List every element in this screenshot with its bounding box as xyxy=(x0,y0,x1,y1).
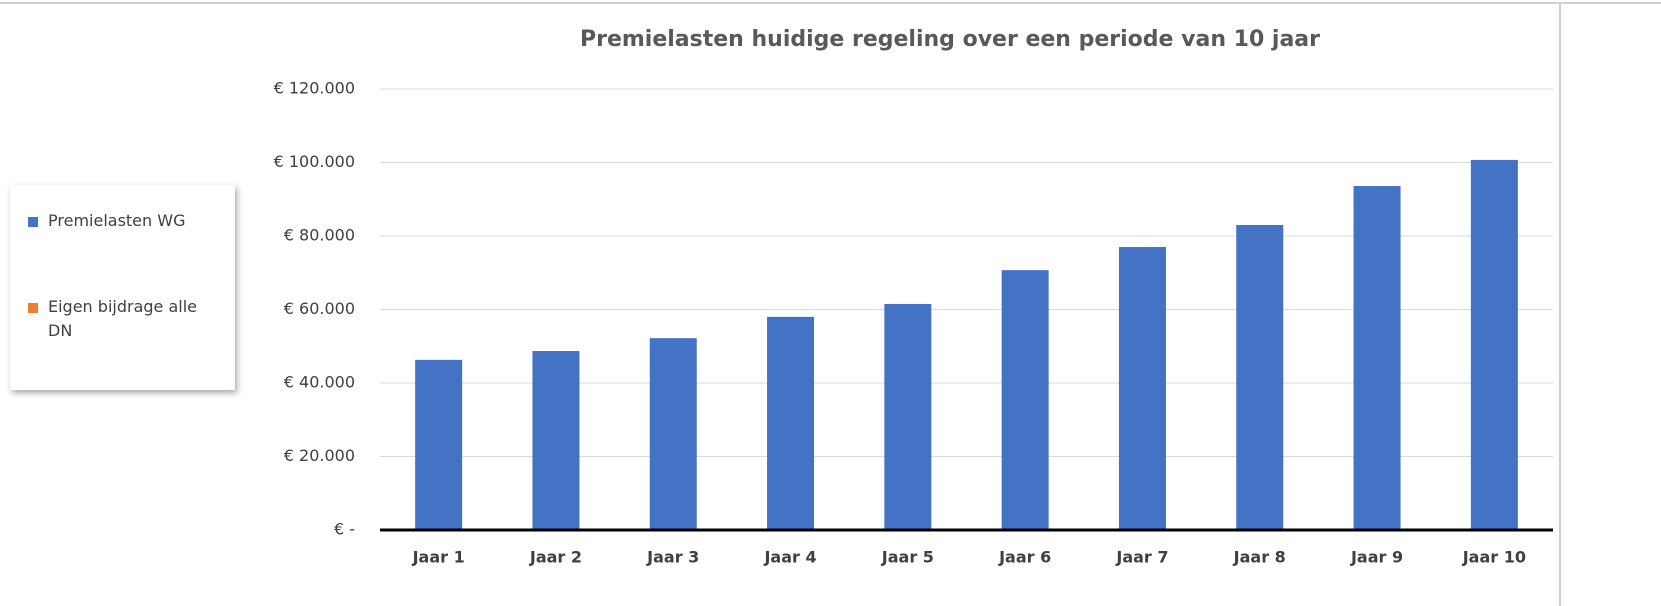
y-tick-label: € 100.000 xyxy=(274,152,355,171)
x-tick-label: Jaar 4 xyxy=(763,548,816,567)
y-tick-label: € 120.000 xyxy=(274,79,355,98)
legend-swatch xyxy=(28,217,38,227)
x-tick-label: Jaar 7 xyxy=(1115,548,1168,567)
x-tick-label: Jaar 6 xyxy=(998,548,1051,567)
bar xyxy=(1236,224,1284,530)
x-tick-label: Jaar 1 xyxy=(412,548,465,567)
x-tick-label: Jaar 2 xyxy=(529,548,582,567)
bar xyxy=(1001,270,1049,530)
legend-item: Eigen bijdrage alle DN xyxy=(28,295,223,343)
legend-swatch xyxy=(28,303,38,313)
x-tick-label: Jaar 9 xyxy=(1350,548,1403,567)
y-tick-label: € 20.000 xyxy=(284,446,355,465)
x-tick-label: Jaar 8 xyxy=(1233,548,1286,567)
y-tick-label: € 60.000 xyxy=(284,299,355,318)
x-tick-label: Jaar 5 xyxy=(881,548,934,567)
bar xyxy=(649,338,697,530)
bar xyxy=(1353,186,1401,530)
bar xyxy=(532,351,580,530)
bar xyxy=(1470,159,1518,531)
x-tick-label: Jaar 10 xyxy=(1462,548,1526,567)
bar xyxy=(884,303,932,530)
legend-label: Premielasten WG xyxy=(48,211,186,230)
chart-title: Premielasten huidige regeling over een p… xyxy=(580,27,1320,52)
legend: Premielasten WG Eigen bijdrage alle DN xyxy=(10,185,235,390)
bar xyxy=(415,359,463,530)
y-tick-label: € 40.000 xyxy=(284,373,355,392)
x-tick-label: Jaar 3 xyxy=(646,548,699,567)
bar xyxy=(1118,247,1166,530)
y-tick-label: € - xyxy=(334,520,355,539)
bar xyxy=(767,316,815,530)
legend-item: Premielasten WG xyxy=(28,209,223,233)
y-tick-label: € 80.000 xyxy=(284,226,355,245)
legend-label: Eigen bijdrage alle DN xyxy=(48,297,197,340)
